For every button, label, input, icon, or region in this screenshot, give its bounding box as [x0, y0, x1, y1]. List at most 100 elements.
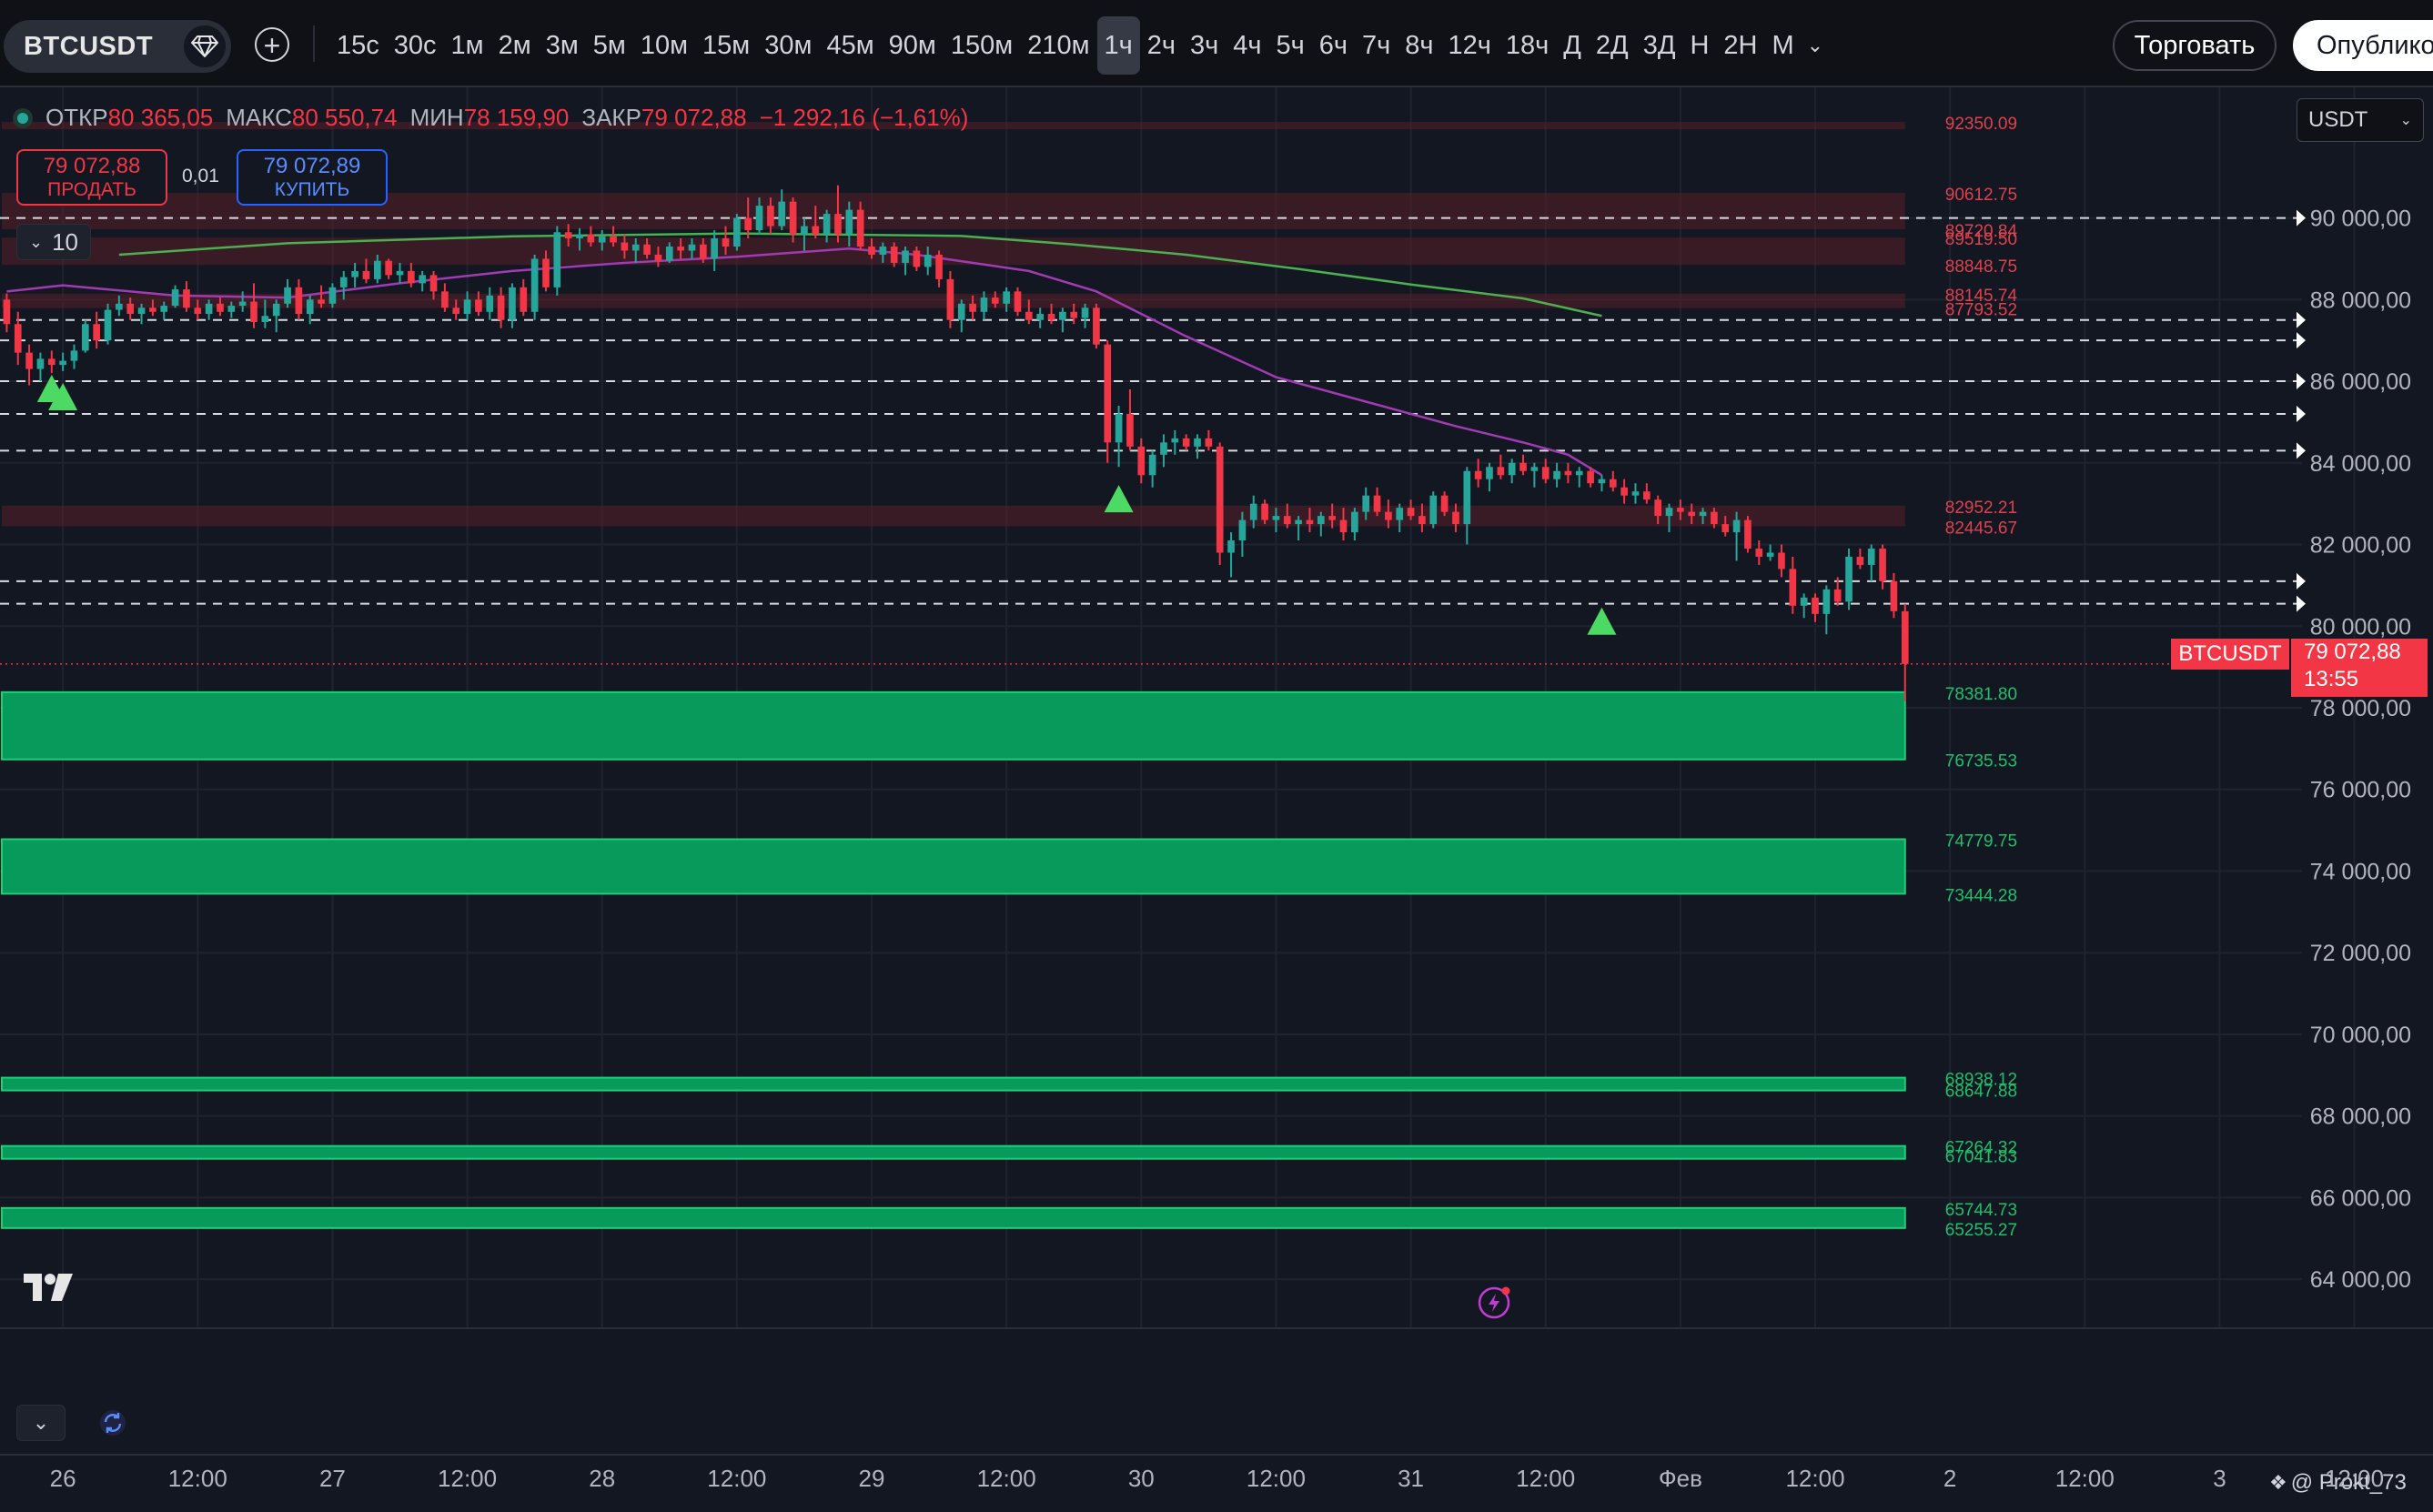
interval-17[interactable]: 5ч	[1276, 31, 1305, 60]
interval-6[interactable]: 10м	[640, 31, 689, 60]
candle-54	[610, 226, 617, 247]
interval-21[interactable]: 12ч	[1448, 31, 1491, 60]
supply-zone-label: 82445.67	[1945, 519, 2017, 539]
candle-158	[1778, 544, 1785, 578]
collapse-panel-button[interactable]: ⌄	[16, 1405, 66, 1441]
interval-1[interactable]: 30с	[393, 31, 437, 60]
candle-112	[1261, 499, 1268, 525]
market-status-icon[interactable]	[13, 107, 33, 128]
interval-9[interactable]: 45м	[826, 31, 874, 60]
interval-7[interactable]: 15м	[702, 31, 751, 60]
lightning-alert-icon[interactable]	[1476, 1285, 1512, 1321]
interval-10[interactable]: 90м	[888, 31, 936, 60]
candle-33	[373, 254, 381, 284]
candle-61	[688, 238, 696, 259]
interval-5[interactable]: 5м	[592, 31, 626, 60]
diamond-icon[interactable]	[184, 25, 226, 67]
buy-signal-1	[48, 383, 78, 410]
symbol-search[interactable]: BTCUSDT	[4, 20, 231, 73]
supply-zone-4[interactable]	[2, 505, 1905, 527]
supply-zone-0[interactable]	[2, 122, 1905, 130]
interval-28[interactable]: М	[1772, 31, 1794, 60]
binance-logo-icon: ❖	[2269, 1471, 2287, 1494]
candle-150	[1688, 503, 1696, 525]
candle-107	[1205, 429, 1213, 451]
interval-18[interactable]: 6ч	[1318, 31, 1348, 60]
spread-value: 0,01	[182, 166, 219, 186]
candle-163	[1833, 577, 1842, 606]
ma-green-line	[118, 232, 1602, 318]
interval-23[interactable]: Д	[1563, 31, 1581, 60]
candle-102	[1148, 450, 1156, 488]
price-tick-label: 88 000,00	[2310, 287, 2411, 313]
candle-58	[654, 246, 662, 267]
candle-143	[1609, 470, 1617, 492]
demand-zone-2[interactable]	[1, 1076, 1906, 1092]
candle-9	[104, 303, 112, 345]
candle-76	[856, 201, 864, 251]
supply-zone-label: 88145.74	[1945, 287, 2018, 306]
sync-icon[interactable]	[96, 1406, 129, 1439]
candle-45	[509, 283, 516, 328]
interval-2[interactable]: 1м	[450, 31, 484, 60]
candle-125	[1407, 499, 1415, 520]
interval-0[interactable]: 15с	[337, 31, 379, 60]
level-arrow-icon	[2297, 572, 2306, 590]
candle-109	[1227, 532, 1235, 578]
interval-19[interactable]: 7ч	[1362, 31, 1391, 60]
demand-zone-1[interactable]	[1, 838, 1906, 895]
tradingview-logo-icon[interactable]	[22, 1272, 80, 1307]
demand-zone-label: 68647.88	[1945, 1083, 2017, 1102]
candle-166	[1867, 544, 1875, 581]
interval-11[interactable]: 150м	[950, 31, 1014, 60]
sell-button[interactable]: 79 072,88 ПРОДАТЬ	[16, 149, 167, 206]
interval-16[interactable]: 4ч	[1233, 31, 1262, 60]
candle-93	[1047, 303, 1055, 325]
candle-79	[890, 242, 898, 267]
interval-20[interactable]: 8ч	[1405, 31, 1434, 60]
lot-size-select[interactable]: ⌄ 10	[16, 224, 91, 260]
sell-label: ПРОДАТЬ	[47, 179, 136, 200]
interval-27[interactable]: 2Н	[1723, 31, 1758, 60]
interval-3[interactable]: 2м	[498, 31, 531, 60]
add-symbol-plus-icon[interactable]: +	[255, 27, 289, 62]
interval-14[interactable]: 2ч	[1146, 31, 1176, 60]
time-axis[interactable]	[0, 1454, 2433, 1512]
candle-2	[25, 344, 33, 386]
chevron-down-icon[interactable]: ⌄	[1806, 34, 1824, 56]
candle-13	[149, 299, 156, 317]
currency-select[interactable]: USDT ⌄	[2297, 98, 2424, 142]
interval-24[interactable]: 2Д	[1595, 31, 1629, 60]
publish-button[interactable]: Опубликовать	[2293, 20, 2433, 71]
candle-66	[744, 197, 752, 239]
interval-4[interactable]: 3м	[545, 31, 579, 60]
trade-button[interactable]: Торговать	[2113, 20, 2277, 71]
buy-button[interactable]: 79 072,89 КУПИТЬ	[237, 149, 388, 206]
interval-13[interactable]: 1ч	[1096, 16, 1140, 75]
candle-123	[1385, 499, 1392, 529]
interval-8[interactable]: 30м	[764, 31, 813, 60]
candle-135	[1519, 454, 1527, 476]
buy-label: КУПИТЬ	[274, 179, 350, 200]
last-price-value: 79 072,88	[2304, 640, 2401, 664]
demand-zone-0[interactable]	[1, 690, 1906, 761]
demand-zone-4[interactable]	[1, 1206, 1906, 1229]
candle-90	[1014, 287, 1022, 317]
candle-42	[475, 291, 482, 317]
candle-118	[1328, 503, 1336, 529]
demand-zone-3[interactable]	[1, 1144, 1906, 1160]
interval-22[interactable]: 18ч	[1505, 31, 1550, 60]
candle-148	[1665, 503, 1673, 533]
candle-67	[755, 197, 763, 235]
interval-26[interactable]: Н	[1690, 31, 1710, 60]
interval-15[interactable]: 3ч	[1190, 31, 1219, 60]
time-tick-label: 27	[318, 1465, 346, 1492]
interval-12[interactable]: 210м	[1027, 31, 1090, 60]
price-tick-label: 68 000,00	[2310, 1104, 2411, 1130]
price-tick-label: 66 000,00	[2310, 1185, 2411, 1211]
interval-25[interactable]: 3Д	[1642, 31, 1676, 60]
candle-40	[452, 299, 460, 320]
chevron-down-icon: ⌄	[32, 1411, 50, 1434]
time-tick-label: 26	[49, 1465, 76, 1492]
